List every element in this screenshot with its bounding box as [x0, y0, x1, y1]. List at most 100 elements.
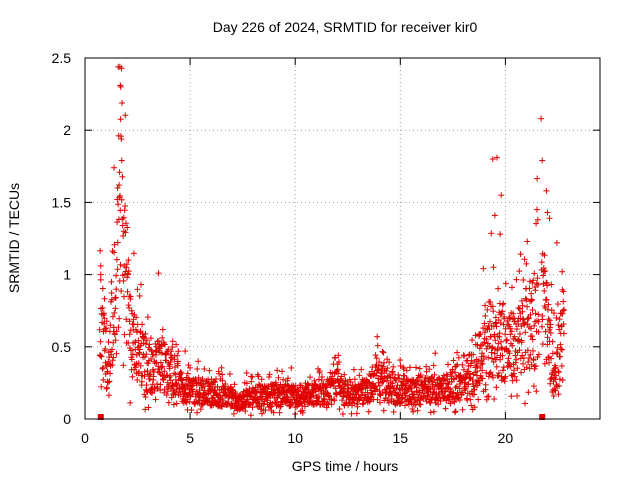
data-point [137, 362, 144, 369]
data-point [284, 375, 291, 382]
data-point [136, 292, 143, 299]
data-point [114, 266, 121, 273]
data-point [246, 385, 253, 392]
data-point [123, 261, 130, 268]
data-point [421, 390, 428, 397]
data-point [103, 384, 110, 391]
data-point [333, 367, 340, 374]
data-point [117, 261, 124, 268]
data-point [122, 203, 129, 210]
data-point [108, 278, 115, 285]
data-point [144, 367, 151, 374]
data-point [299, 409, 306, 416]
data-point [214, 383, 221, 390]
data-point [141, 391, 148, 398]
data-point [145, 360, 152, 367]
data-point [432, 350, 439, 357]
data-point [355, 391, 362, 398]
data-point [318, 373, 325, 380]
data-point [243, 369, 250, 376]
data-point [430, 408, 437, 415]
data-point [157, 381, 164, 388]
data-point [167, 358, 174, 365]
data-point [341, 371, 348, 378]
data-point [99, 285, 106, 292]
data-point [454, 349, 461, 356]
data-point [166, 361, 173, 368]
data-point [332, 354, 339, 361]
data-point [354, 403, 361, 410]
data-point [407, 398, 414, 405]
data-point [99, 304, 106, 311]
data-point [100, 364, 107, 371]
data-point [168, 348, 175, 355]
data-point [107, 370, 114, 377]
data-point [142, 330, 149, 337]
data-point [452, 369, 459, 376]
data-point [137, 281, 144, 288]
data-point [374, 367, 381, 374]
data-point [102, 345, 109, 352]
data-point [173, 386, 180, 393]
data-point [120, 277, 127, 284]
data-point [273, 382, 280, 389]
data-point [142, 393, 149, 400]
data-point [409, 391, 416, 398]
data-point [248, 373, 255, 380]
data-point [118, 196, 125, 203]
data-point [270, 409, 277, 416]
data-point [247, 412, 254, 419]
data-point [230, 410, 237, 417]
data-point [430, 388, 437, 395]
data-point [397, 362, 404, 369]
data-point [301, 403, 308, 410]
data-point [112, 294, 119, 301]
data-point [96, 326, 103, 333]
data-point [366, 397, 373, 404]
data-point [118, 136, 125, 143]
data-point [124, 288, 131, 295]
data-point [373, 355, 380, 362]
data-point [346, 394, 353, 401]
data-point [141, 333, 148, 340]
data-point [335, 352, 342, 359]
data-point [103, 318, 110, 325]
data-point [218, 364, 225, 371]
data-point [401, 372, 408, 379]
data-point [431, 371, 438, 378]
data-point [177, 391, 184, 398]
data-point [379, 348, 386, 355]
data-point [457, 381, 464, 388]
data-point [109, 248, 116, 255]
data-point [320, 395, 327, 402]
data-point [158, 364, 165, 371]
data-point [258, 410, 265, 417]
data-point [101, 295, 108, 302]
data-point [384, 397, 391, 404]
data-point [197, 406, 204, 413]
data-point [159, 326, 166, 333]
data-point [430, 362, 437, 369]
data-point [269, 400, 276, 407]
data-point [435, 401, 442, 408]
data-point [386, 359, 393, 366]
data-point [460, 366, 467, 373]
data-point [335, 359, 342, 366]
data-point [280, 376, 287, 383]
data-point [387, 387, 394, 394]
data-point [335, 370, 342, 377]
data-point [126, 331, 133, 338]
data-point [143, 351, 150, 358]
data-point [345, 385, 352, 392]
data-point [119, 173, 126, 180]
data-point [106, 378, 113, 385]
data-point [407, 364, 414, 371]
data-point [403, 367, 410, 374]
data-point [111, 331, 118, 338]
data-point [194, 409, 201, 416]
data-point [113, 350, 120, 357]
data-points [96, 63, 568, 420]
data-point [113, 256, 120, 263]
data-point [128, 356, 135, 363]
data-point [132, 339, 139, 346]
